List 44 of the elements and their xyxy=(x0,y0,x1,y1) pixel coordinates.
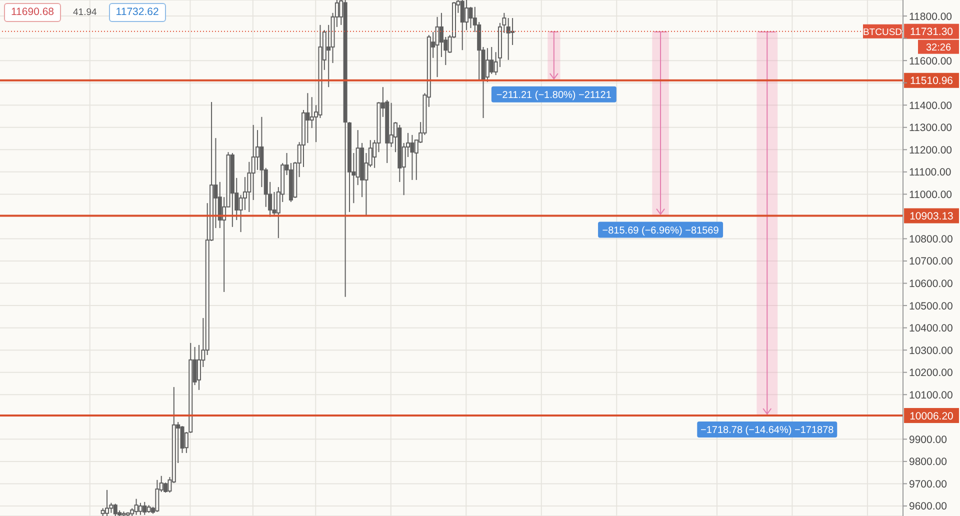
y-tick-label: 10800.00 xyxy=(909,233,953,246)
candlestick xyxy=(306,92,310,144)
y-tick-label: 10600.00 xyxy=(909,278,953,290)
y-tick-label: 11200.00 xyxy=(909,144,952,156)
y-tick-label: 11100.00 xyxy=(909,166,952,179)
candlestick xyxy=(356,130,360,186)
y-tick-label: 9600.00 xyxy=(909,500,948,513)
ref-line-label: 11510.96 xyxy=(910,75,954,88)
annotation: −1718.78 (−14.64%) −171878 xyxy=(700,425,834,436)
annotation: 41.94 xyxy=(72,6,98,20)
candlestick xyxy=(242,176,247,211)
y-tick-label: 9900.00 xyxy=(909,434,948,446)
text: 32:26 xyxy=(926,42,952,54)
candlestick xyxy=(251,124,256,200)
y-tick-label: 9700.00 xyxy=(909,478,948,490)
y-tick-label: 11600.00 xyxy=(909,55,952,68)
candlestick xyxy=(196,344,201,390)
candlestick xyxy=(218,181,222,229)
y-tick-label: 10200.00 xyxy=(909,367,953,380)
annotation: −815.69 (−6.96%) −81569 xyxy=(602,225,720,236)
annotation: BTCUSD xyxy=(862,26,902,38)
candlestick xyxy=(435,16,440,78)
ref-line-label: 10903.13 xyxy=(910,210,954,223)
candlestick xyxy=(360,142,364,198)
y-tick-label: 11300.00 xyxy=(909,122,952,134)
candlestick xyxy=(439,12,444,58)
annotation: −211.21 (−1.80%) −21121 xyxy=(496,90,612,101)
y-tick-label: 11000.00 xyxy=(909,188,952,201)
y-tick-label: 9800.00 xyxy=(909,456,948,468)
y-tick-label: 11400.00 xyxy=(909,100,952,112)
y-tick-label: 10400.00 xyxy=(909,322,953,335)
y-tick-label: 11800.00 xyxy=(909,10,952,23)
y-tick-label: 10100.00 xyxy=(909,389,953,402)
candlestick xyxy=(460,0,464,51)
candlestick xyxy=(410,134,414,180)
candlestick xyxy=(506,18,510,60)
annotation: 11690.68 xyxy=(4,3,62,22)
y-tick-label: 10500.00 xyxy=(909,300,953,312)
annotation: 11732.62 xyxy=(108,3,166,22)
candlestick xyxy=(510,18,515,46)
y-tick-label: 10300.00 xyxy=(909,344,953,357)
y-tick-label: 10700.00 xyxy=(909,256,953,268)
ref-line-label: 11731.30 xyxy=(910,26,954,38)
ref-line-label: 10006.20 xyxy=(910,410,954,422)
